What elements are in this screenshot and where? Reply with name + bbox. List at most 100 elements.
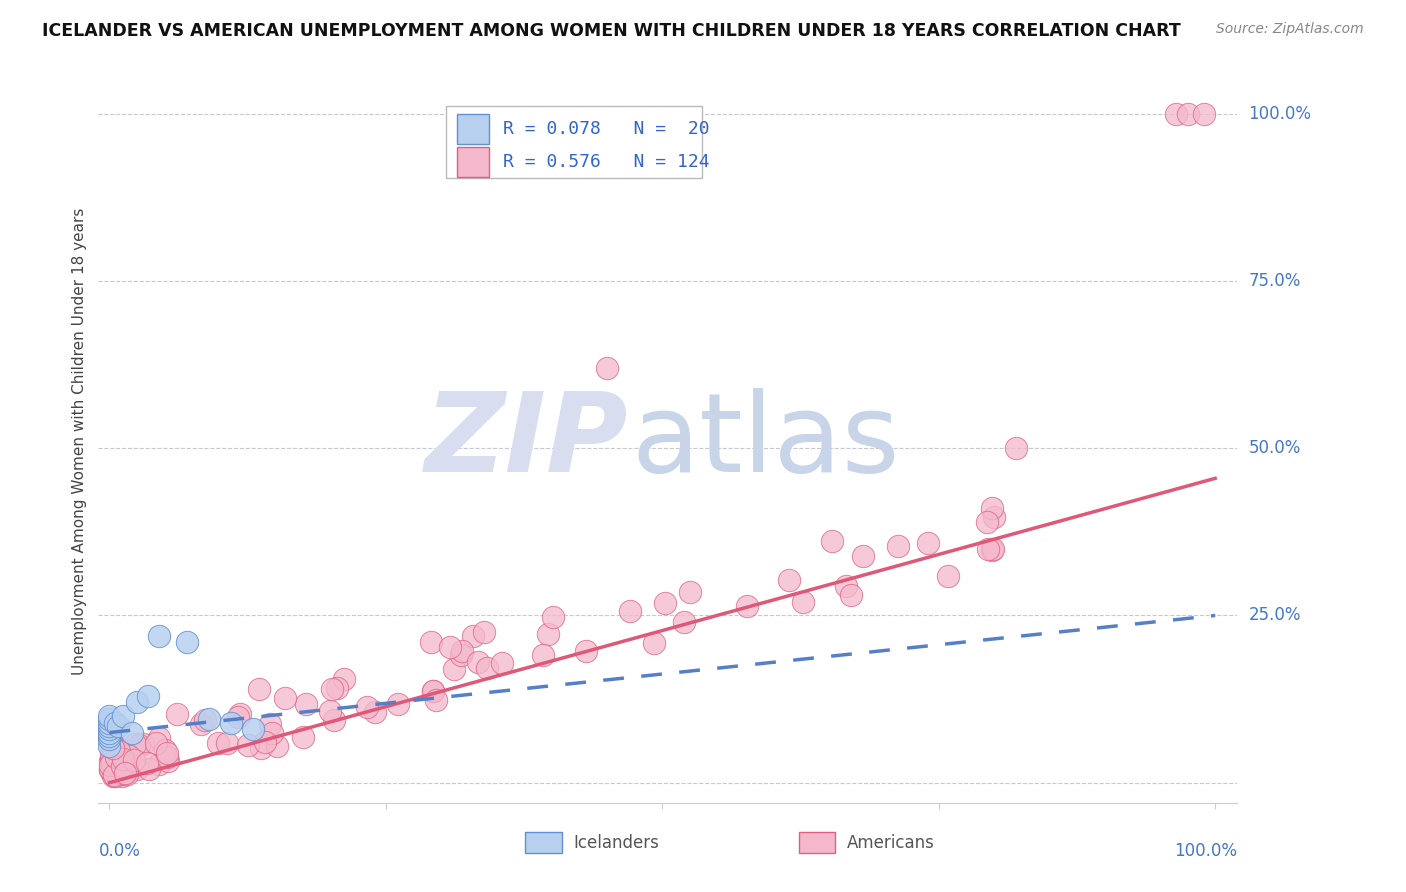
- Point: [120, 760, 142, 774]
- Point: [117, 767, 139, 781]
- Point: [101, 758, 124, 772]
- Point: [100, 747, 122, 761]
- Point: [155, 743, 177, 757]
- Point: [451, 644, 474, 658]
- Point: [356, 699, 378, 714]
- Point: [108, 743, 131, 757]
- Point: [260, 726, 283, 740]
- Point: [198, 712, 221, 726]
- Point: [110, 758, 132, 772]
- Point: [156, 750, 179, 764]
- Point: [107, 719, 129, 733]
- Point: [101, 747, 124, 762]
- Point: [976, 516, 998, 530]
- Point: [238, 738, 260, 752]
- Point: [472, 624, 495, 639]
- Point: [124, 737, 146, 751]
- Point: [981, 541, 1004, 556]
- Point: [259, 717, 281, 731]
- Point: [643, 636, 665, 650]
- Point: [737, 599, 759, 613]
- Point: [292, 731, 315, 745]
- Point: [887, 539, 910, 553]
- Point: [792, 595, 814, 609]
- Text: ICELANDER VS AMERICAN UNEMPLOYMENT AMONG WOMEN WITH CHILDREN UNDER 18 YEARS CORR: ICELANDER VS AMERICAN UNEMPLOYMENT AMONG…: [42, 22, 1181, 40]
- Point: [98, 723, 121, 737]
- Point: [1192, 107, 1215, 121]
- Point: [135, 756, 157, 770]
- Text: 75.0%: 75.0%: [1249, 272, 1301, 290]
- Point: [541, 610, 564, 624]
- Point: [114, 744, 136, 758]
- Point: [105, 758, 128, 772]
- Point: [654, 596, 676, 610]
- Point: [475, 660, 498, 674]
- Point: [531, 648, 554, 662]
- Point: [420, 634, 443, 648]
- Point: [101, 746, 124, 760]
- Point: [114, 757, 136, 772]
- Point: [101, 739, 124, 753]
- Point: [678, 585, 700, 599]
- Point: [138, 762, 160, 776]
- Point: [111, 752, 134, 766]
- Point: [148, 757, 170, 772]
- Point: [98, 708, 121, 723]
- Point: [103, 767, 125, 781]
- FancyBboxPatch shape: [457, 113, 489, 144]
- Point: [114, 767, 136, 781]
- Point: [100, 751, 122, 765]
- Point: [321, 681, 343, 696]
- Point: [323, 713, 346, 727]
- Point: [105, 739, 128, 754]
- Point: [672, 615, 695, 629]
- Text: 100.0%: 100.0%: [1249, 104, 1312, 123]
- Point: [387, 698, 409, 712]
- Point: [128, 739, 150, 753]
- Point: [977, 541, 1000, 556]
- Point: [111, 759, 134, 773]
- Point: [852, 549, 875, 563]
- Point: [148, 628, 170, 642]
- Point: [118, 758, 141, 772]
- Point: [443, 662, 465, 676]
- FancyBboxPatch shape: [799, 832, 835, 853]
- Point: [104, 747, 127, 761]
- Point: [596, 361, 619, 376]
- Point: [332, 672, 354, 686]
- Point: [100, 763, 122, 777]
- Point: [108, 766, 131, 780]
- Point: [422, 684, 444, 698]
- Point: [253, 735, 276, 749]
- Point: [841, 588, 863, 602]
- Point: [983, 510, 1005, 524]
- Point: [1177, 107, 1199, 121]
- Point: [148, 731, 170, 745]
- Point: [145, 736, 167, 750]
- Point: [98, 754, 121, 768]
- Point: [422, 684, 444, 698]
- Point: [132, 737, 155, 751]
- Point: [425, 693, 447, 707]
- Text: 0.0%: 0.0%: [98, 842, 141, 860]
- Point: [439, 640, 461, 654]
- Point: [1005, 442, 1028, 455]
- Point: [156, 747, 179, 761]
- Point: [104, 768, 127, 782]
- Point: [112, 766, 135, 780]
- Point: [104, 749, 127, 764]
- Point: [101, 741, 124, 756]
- Point: [190, 716, 212, 731]
- Point: [619, 604, 641, 618]
- Point: [98, 729, 121, 743]
- Point: [229, 706, 252, 721]
- Point: [98, 715, 121, 730]
- Point: [103, 769, 125, 783]
- Point: [114, 766, 136, 780]
- Point: [364, 706, 387, 720]
- Text: ZIP: ZIP: [425, 388, 628, 495]
- Point: [136, 689, 159, 703]
- Point: [467, 655, 489, 669]
- FancyBboxPatch shape: [457, 147, 489, 178]
- Point: [98, 762, 121, 776]
